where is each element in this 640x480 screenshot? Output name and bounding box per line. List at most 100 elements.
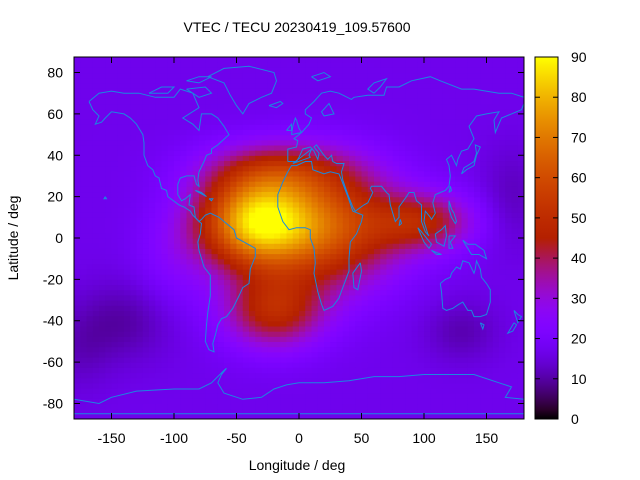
heatmap-cell — [411, 186, 419, 193]
heatmap-cell — [105, 191, 113, 198]
heatmap-cell — [136, 191, 144, 198]
heatmap-cell — [386, 191, 394, 198]
heatmap-cell — [274, 62, 281, 68]
heatmap-cell — [492, 82, 500, 89]
heatmap-cell — [461, 413, 469, 419]
heatmap-cell — [392, 367, 400, 374]
heatmap-cell — [217, 150, 225, 156]
heatmap-cell — [261, 274, 269, 280]
heatmap-cell — [205, 93, 213, 99]
heatmap-cell — [361, 227, 369, 234]
heatmap-cell — [117, 150, 125, 156]
heatmap-cell — [499, 119, 506, 125]
heatmap-cell — [180, 300, 188, 306]
heatmap-cell — [274, 351, 281, 358]
heatmap-cell — [236, 119, 244, 125]
heatmap-cell — [274, 67, 281, 74]
heatmap-cell — [436, 82, 444, 89]
heatmap-cell — [474, 367, 481, 374]
heatmap-cell — [442, 108, 450, 115]
heatmap-cell — [136, 196, 144, 203]
heatmap-cell — [299, 289, 306, 296]
heatmap-cell — [361, 217, 369, 224]
heatmap-cell — [186, 300, 194, 306]
heatmap-cell — [330, 331, 338, 337]
heatmap-cell — [211, 269, 219, 275]
heatmap-cell — [311, 93, 319, 99]
heatmap-cell — [99, 284, 106, 291]
heatmap-cell — [505, 305, 513, 311]
heatmap-cell — [74, 72, 81, 79]
heatmap-cell — [149, 134, 156, 141]
heatmap-cell — [424, 248, 431, 255]
heatmap-cell — [424, 284, 431, 291]
heatmap-cell — [336, 310, 344, 317]
heatmap-cell — [361, 212, 369, 218]
heatmap-cell — [174, 232, 181, 239]
heatmap-cell — [505, 325, 513, 332]
heatmap-cell — [336, 341, 344, 348]
heatmap-cell — [249, 144, 256, 151]
heatmap-cell — [492, 232, 500, 239]
heatmap-cell — [436, 408, 444, 415]
heatmap-cell — [486, 124, 494, 130]
heatmap-cell — [142, 315, 150, 322]
heatmap-cell — [461, 170, 469, 177]
heatmap-cell — [355, 387, 363, 394]
heatmap-cell — [455, 341, 463, 348]
heatmap-cell — [405, 103, 413, 110]
heatmap-cell — [511, 351, 519, 358]
heatmap-cell — [474, 62, 481, 68]
heatmap-cell — [217, 103, 225, 110]
heatmap-cell — [436, 98, 444, 105]
heatmap-cell — [330, 258, 338, 265]
heatmap-cell — [474, 336, 481, 343]
heatmap-cell — [242, 377, 250, 384]
heatmap-cell — [174, 196, 181, 203]
heatmap-cell — [167, 206, 175, 213]
heatmap-cell — [186, 238, 194, 244]
heatmap-cell — [511, 356, 519, 363]
heatmap-cell — [242, 57, 250, 63]
heatmap-cell — [186, 294, 194, 301]
heatmap-cell — [449, 181, 456, 187]
heatmap-cell — [86, 206, 94, 213]
heatmap-cell — [255, 279, 263, 286]
heatmap-cell — [142, 284, 150, 291]
heatmap-cell — [167, 387, 175, 394]
heatmap-cell — [324, 356, 331, 363]
heatmap-cell — [374, 212, 381, 218]
heatmap-cell — [399, 279, 406, 286]
heatmap-cell — [486, 238, 494, 244]
heatmap-cell — [455, 206, 463, 213]
heatmap-cell — [505, 238, 513, 244]
heatmap-cell — [374, 315, 381, 322]
heatmap-cell — [436, 181, 444, 187]
heatmap-cell — [305, 57, 313, 63]
heatmap-cell — [455, 258, 463, 265]
heatmap-cell — [299, 382, 306, 389]
heatmap-cell — [280, 331, 288, 337]
heatmap-cell — [92, 206, 100, 213]
heatmap-cell — [492, 186, 500, 193]
heatmap-cell — [349, 367, 356, 374]
heatmap-cell — [130, 124, 138, 130]
heatmap-cell — [424, 150, 431, 156]
heatmap-cell — [317, 93, 325, 99]
heatmap-cell — [92, 248, 100, 255]
heatmap-cell — [80, 82, 88, 89]
heatmap-cell — [92, 367, 100, 374]
heatmap-cell — [74, 248, 81, 255]
heatmap-cell — [511, 196, 519, 203]
heatmap-cell — [230, 217, 238, 224]
heatmap-cell — [167, 274, 175, 280]
heatmap-cell — [430, 67, 438, 74]
heatmap-cell — [217, 129, 225, 136]
heatmap-cell — [449, 320, 456, 327]
heatmap-cell — [224, 160, 231, 167]
heatmap-cell — [280, 227, 288, 234]
heatmap-cell — [474, 222, 481, 229]
heatmap-cell — [505, 57, 513, 63]
heatmap-cell — [255, 341, 263, 348]
heatmap-cell — [236, 186, 244, 193]
